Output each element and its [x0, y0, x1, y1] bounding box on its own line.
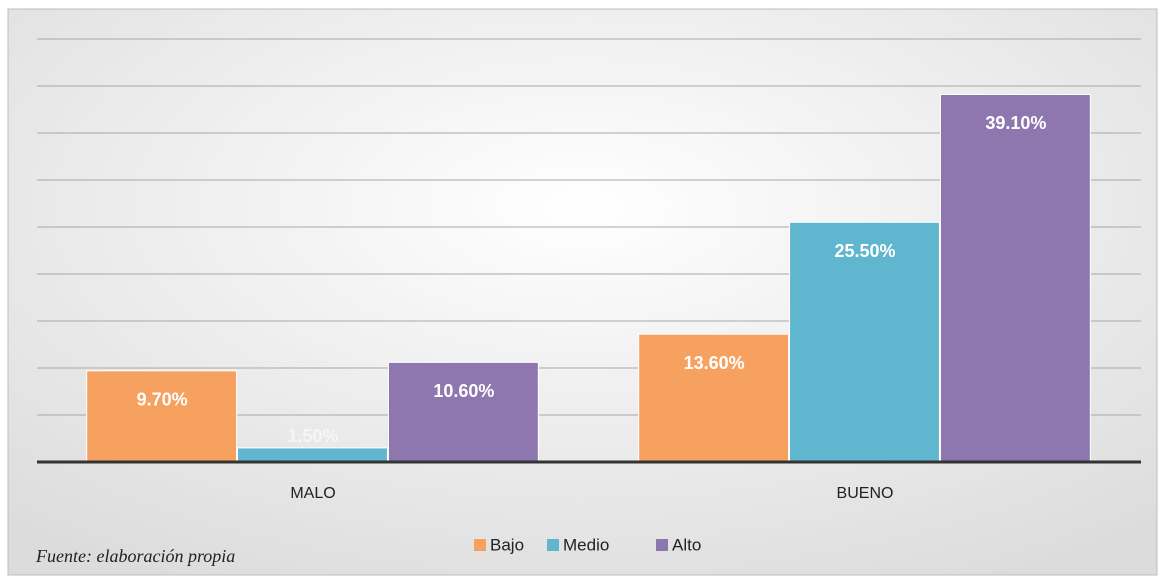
x-tick-label: BUENO [837, 485, 894, 502]
data-label: 9.70% [137, 390, 188, 410]
legend-swatch [547, 539, 559, 551]
data-label: 10.60% [433, 381, 494, 401]
bar [237, 447, 388, 463]
legend-label: Medio [563, 535, 609, 554]
legend-label: Bajo [490, 535, 524, 554]
data-label: 1.50% [287, 426, 338, 446]
data-label: 13.60% [684, 353, 745, 373]
x-tick-label: MALO [290, 485, 335, 502]
bar [387, 361, 539, 463]
legend-swatch [656, 539, 668, 551]
bar [86, 370, 238, 463]
legend-label: Alto [672, 535, 701, 554]
bar [939, 93, 1091, 463]
data-label: 25.50% [834, 241, 895, 261]
data-label: 39.10% [985, 113, 1046, 133]
bar [638, 333, 790, 463]
source-note: Fuente: elaboración propia [35, 546, 235, 566]
legend-swatch [474, 539, 486, 551]
